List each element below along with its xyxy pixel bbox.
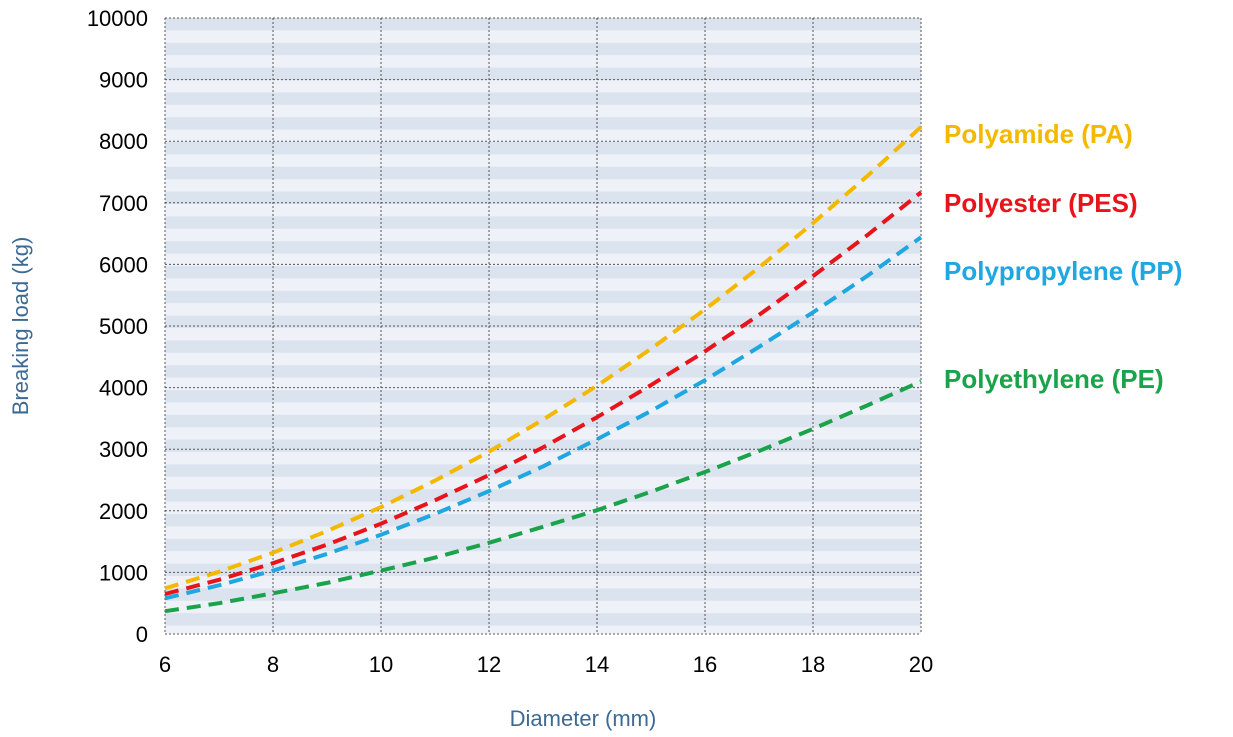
grid-lines	[164, 17, 922, 635]
y-tick-label: 8000	[99, 129, 148, 154]
x-tick-label: 18	[801, 652, 825, 677]
series-labels: Polyamide (PA) Polyester (PES) Polypropyle…	[944, 119, 1182, 394]
series-label: Polypropylene (PP)	[944, 256, 1182, 286]
series-lines	[164, 125, 923, 614]
y-tick-label: 5000	[99, 314, 148, 339]
y-tick-label: 7000	[99, 191, 148, 216]
x-tick-label: 16	[693, 652, 717, 677]
x-tick-label: 10	[369, 652, 393, 677]
y-tick-label: 6000	[99, 252, 148, 277]
x-tick-label: 14	[585, 652, 609, 677]
y-tick-label: 10000	[87, 6, 148, 31]
y-tick-label: 2000	[99, 499, 148, 524]
y-tick-label: 0	[136, 622, 148, 647]
series-line	[164, 235, 923, 601]
x-tick-label: 6	[159, 652, 171, 677]
y-axis-title: Breaking load (kg)	[8, 237, 33, 416]
series-line	[164, 379, 922, 614]
x-axis-ticks: 6 8 10 12 14 16 18 20	[159, 652, 933, 677]
x-tick-label: 8	[267, 652, 279, 677]
y-tick-label: 9000	[99, 68, 148, 93]
y-tick-label: 3000	[99, 437, 148, 462]
y-axis-ticks: 0 1000 2000 3000 4000 5000 6000 7000 8000 9000 100…	[87, 6, 148, 647]
series-line	[164, 190, 923, 596]
series-label: Polyethylene (PE)	[944, 364, 1164, 394]
series-label: Polyamide (PA)	[944, 119, 1133, 149]
series-line	[164, 125, 923, 591]
y-tick-label: 4000	[99, 376, 148, 401]
y-tick-label: 1000	[99, 560, 148, 585]
x-tick-label: 12	[477, 652, 501, 677]
series-label: Polyester (PES)	[944, 188, 1138, 218]
x-axis-title: Diameter (mm)	[510, 706, 657, 731]
x-tick-label: 20	[909, 652, 933, 677]
